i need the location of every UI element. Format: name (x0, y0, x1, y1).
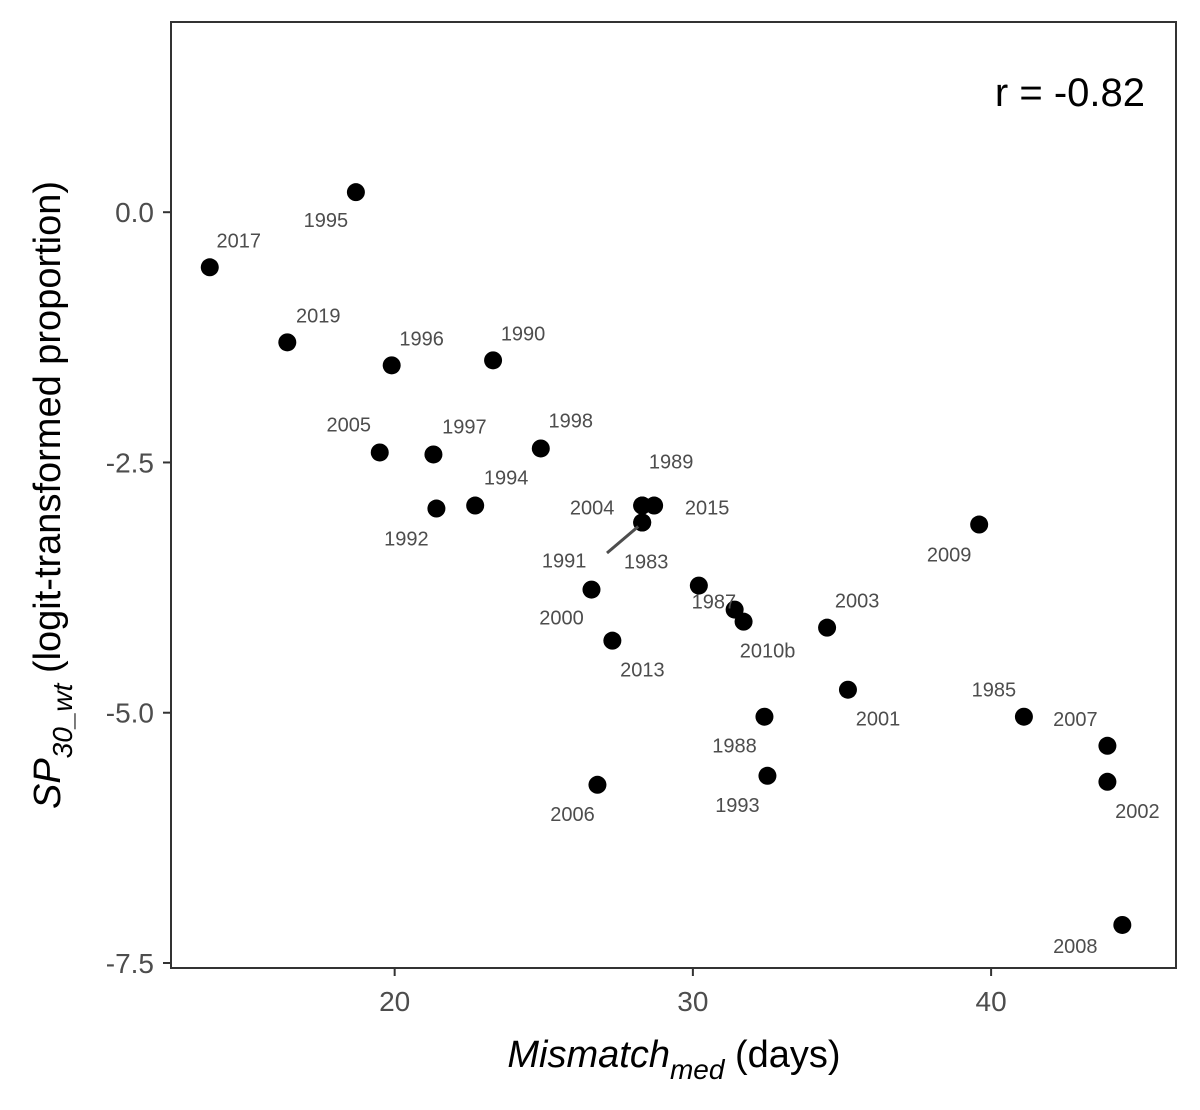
plot-panel (170, 21, 1177, 969)
data-point (1113, 915, 1132, 934)
point-label: 1993 (715, 795, 760, 817)
data-point (734, 612, 753, 631)
data-point (633, 496, 652, 515)
correlation-annotation: r = -0.82 (995, 71, 1145, 115)
point-label: 1996 (399, 328, 444, 350)
y-tick-label: -2.5 (106, 447, 154, 478)
point-label: 2002 (1115, 801, 1160, 823)
x-tick-label: 20 (379, 986, 410, 1017)
data-point (689, 576, 708, 595)
data-point (758, 766, 777, 785)
data-point (531, 439, 550, 458)
point-label: 1987 (692, 592, 737, 614)
point-label: 2013 (620, 660, 665, 682)
x-tick-label: 40 (976, 986, 1007, 1017)
point-label: 1989 (649, 452, 694, 474)
point-label: 2015 (685, 498, 730, 520)
point-label: 1990 (501, 323, 546, 345)
x-axis-title-sub: med (670, 1054, 726, 1085)
data-point (200, 258, 219, 277)
point-label: 2001 (856, 709, 901, 731)
point-label: 2003 (835, 591, 880, 613)
point-label: 1998 (549, 410, 594, 432)
point-label: 1985 (972, 680, 1017, 702)
data-points (200, 183, 1132, 934)
data-point (484, 351, 503, 370)
point-label: 1997 (442, 416, 487, 438)
data-point (427, 499, 446, 518)
point-label: 1995 (304, 210, 349, 232)
point-label: 1988 (712, 736, 757, 758)
label-leader-line (606, 525, 640, 555)
point-label: 2008 (1053, 936, 1098, 958)
point-label: 1991 (542, 551, 587, 573)
data-point (818, 618, 837, 637)
x-axis-title-main: Mismatch (507, 1034, 670, 1076)
point-label: 2004 (570, 498, 615, 520)
data-point (346, 183, 365, 202)
point-label: 2005 (327, 414, 372, 436)
y-axis-title: SP30_wt (logit-transformed proportion) (27, 181, 78, 809)
point-label: 2006 (550, 804, 595, 826)
point-label: 2010b (740, 641, 796, 663)
data-point (466, 496, 485, 515)
y-axis-title-main: SP (27, 758, 69, 809)
data-point (382, 356, 401, 375)
y-axis-title-sub: 30_wt (47, 682, 78, 758)
point-label: 2007 (1053, 709, 1098, 731)
axis-ticks: 20 30 40 0.0 -2.5 -5.0 -7.5 (106, 197, 1007, 1017)
data-point (424, 445, 443, 464)
data-point (278, 333, 297, 352)
point-label: 2019 (296, 305, 341, 327)
point-label: 2017 (217, 230, 262, 252)
y-tick-label: 0.0 (115, 197, 154, 228)
point-label: 2009 (927, 545, 972, 567)
point-label: 1983 (624, 552, 669, 574)
data-point (603, 631, 622, 650)
data-point (838, 680, 857, 699)
point-label: 1992 (384, 529, 429, 551)
data-point (1098, 736, 1117, 755)
point-label: 1994 (484, 468, 529, 490)
data-point (1014, 707, 1033, 726)
x-axis-title: Mismatchmed (days) (507, 1034, 840, 1085)
y-axis-title-rest: (logit-transformed proportion) (27, 181, 69, 684)
point-label: 2000 (539, 608, 584, 630)
x-tick-label: 30 (677, 986, 708, 1017)
data-point (370, 443, 389, 462)
point-labels: 2017 1995 2019 1996 1990 2005 1997 1998 1992 1994… (217, 210, 1160, 958)
x-axis-title-rest: (days) (724, 1034, 840, 1076)
data-point (755, 707, 774, 726)
y-tick-label: -7.5 (106, 948, 154, 979)
data-point (582, 580, 601, 599)
data-point (1098, 772, 1117, 791)
y-tick-label: -5.0 (106, 698, 154, 729)
data-point (970, 515, 989, 534)
data-point (588, 775, 607, 794)
